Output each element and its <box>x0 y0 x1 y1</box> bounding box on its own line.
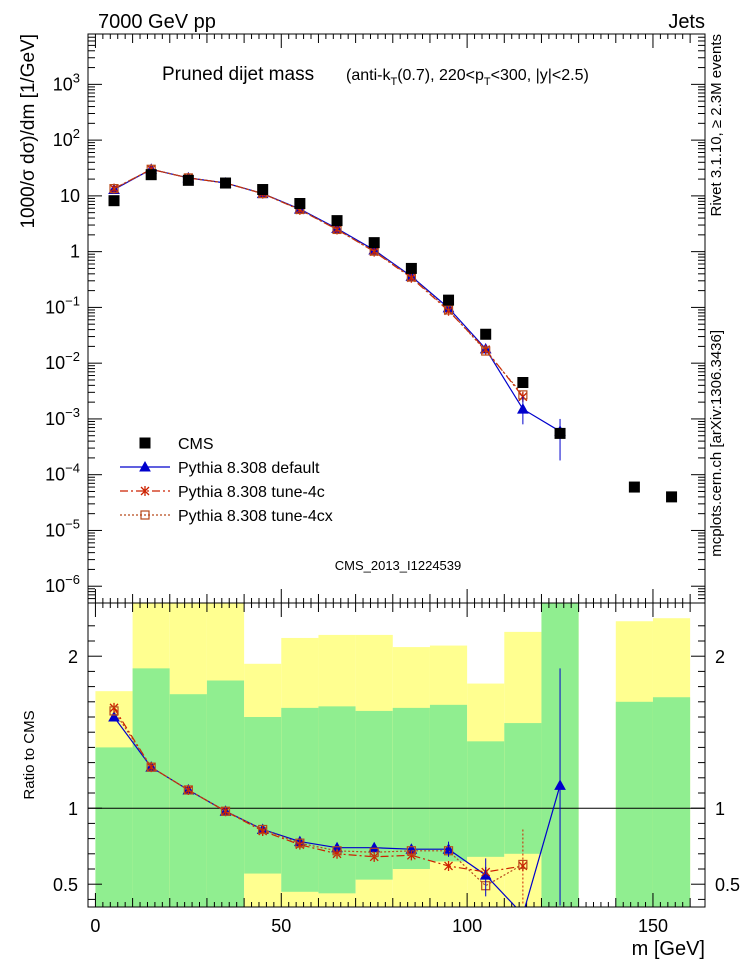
ratio-frame-border-outer <box>87 602 706 908</box>
ratio-band-inner <box>615 701 653 907</box>
cms-point <box>220 177 232 189</box>
ratio-y-tick-label-right: 1 <box>715 799 725 819</box>
y-tick-label: 10−6 <box>45 572 80 596</box>
legend-marker <box>140 486 150 496</box>
x-tick-label: 100 <box>452 916 482 936</box>
cms-point <box>628 481 640 493</box>
cms-point <box>666 491 678 503</box>
ratio-point-2 <box>406 846 416 856</box>
cms-point <box>405 262 417 274</box>
rivet-label: Rivet 3.1.10, ≥ 2.3M events <box>708 34 725 217</box>
legend-label: Pythia 8.308 tune-4cx <box>178 508 333 525</box>
series-line-1 <box>113 168 524 398</box>
cms-point <box>517 377 529 389</box>
x-tick-label: 0 <box>90 916 100 936</box>
cms-point <box>108 195 120 207</box>
ratio-band-inner <box>392 707 430 869</box>
ratio-point-2 <box>109 706 119 716</box>
cms-point <box>145 169 157 181</box>
ratio-band-inner <box>429 704 468 862</box>
ratio-band-inner <box>504 723 542 854</box>
ratio-point-2 <box>220 806 231 816</box>
ratio-band-inner <box>132 668 170 907</box>
y-tick-label: 10−3 <box>45 405 80 429</box>
legend-label: CMS <box>178 436 214 453</box>
ratio-band-inner <box>95 747 133 907</box>
cms-point <box>368 237 380 249</box>
ratio-point-2 <box>369 847 379 857</box>
ratio-point-2 <box>258 824 268 835</box>
y-tick-label: 10−2 <box>45 349 80 373</box>
legend-marker <box>139 460 151 472</box>
ratio-line-2 <box>113 710 524 887</box>
x-tick-label: 50 <box>271 916 291 936</box>
ratio-point-1 <box>146 762 156 773</box>
ratio-point-0 <box>368 841 381 853</box>
ratio-y-tick-label: 1 <box>68 799 78 819</box>
legend-label: Pythia 8.308 default <box>178 460 320 477</box>
cms-point <box>257 184 269 196</box>
cms-point <box>443 294 455 306</box>
ratio-y-tick-label: 0.5 <box>53 875 78 895</box>
ratio-point-1 <box>444 860 453 871</box>
ratio-point-2 <box>518 859 528 870</box>
y-tick-label: 10−1 <box>45 293 80 317</box>
legend-marker <box>140 510 150 520</box>
x-axis-title: m [GeV] <box>632 938 705 960</box>
plot-title-main: Pruned dijet mass <box>162 64 314 85</box>
series-line-2 <box>113 168 524 396</box>
ratio-band-inner <box>244 717 282 874</box>
mcplots-label: mcplots.cern.ch [arXiv:1306.3436] <box>708 330 725 557</box>
y-tick-label: 10 <box>60 186 80 206</box>
ratio-y-tick-label-right: 0.5 <box>715 875 740 895</box>
series-point-2 <box>481 346 491 356</box>
analysis-id: CMS_2013_I1224539 <box>335 558 462 573</box>
series-point-2 <box>109 184 119 194</box>
ratio-point-2 <box>183 785 193 795</box>
y-tick-label: 10−4 <box>45 461 80 485</box>
y-tick-label: 1 <box>70 242 80 262</box>
legend: CMS Pythia 8.308 default Pythia 8.308 tune… <box>120 436 333 525</box>
cms-point <box>182 174 194 186</box>
ratio-line-1 <box>113 707 523 873</box>
header-left: 7000 GeV pp <box>98 11 216 33</box>
ratio-point-2 <box>295 838 305 848</box>
ratio-point-0 <box>108 710 120 722</box>
series-point-2 <box>443 305 454 315</box>
cms-point <box>331 215 343 227</box>
ratio-band-inner <box>652 697 691 907</box>
y-tick-label: 103 <box>53 70 80 94</box>
cms-point <box>480 328 492 340</box>
y-tick-label: 10−5 <box>45 516 80 540</box>
ratio-band-inner <box>281 707 319 892</box>
main-plot: 10−6 10−5 10−4 10−3 10−2 10−1 1 10 102 103 <box>45 33 706 604</box>
plot-title-detail: (anti-kT(0.7), 220<pT<300, |y|<2.5) <box>346 67 589 88</box>
legend-marker <box>139 437 151 449</box>
ratio-point-2 <box>146 762 156 772</box>
header-right: Jets <box>668 11 705 33</box>
y-tick-label: 102 <box>53 126 80 150</box>
ratio-band-inner <box>169 694 207 907</box>
ratio-y-tick-label: 2 <box>68 647 78 667</box>
ratio-band-inner <box>318 706 356 894</box>
ratio-point-2 <box>332 846 342 856</box>
y-axis-title: 1000/σ dσ)/dm [1/GeV] <box>18 34 39 229</box>
x-tick-label: 150 <box>638 916 668 936</box>
legend-label: Pythia 8.308 tune-4c <box>178 484 325 501</box>
ratio-y-axis-title: Ratio to CMS <box>21 710 38 799</box>
plot-title: Pruned dijet mass <box>162 64 314 85</box>
cms-point <box>294 198 306 210</box>
ratio-y-tick-label-right: 2 <box>715 647 725 667</box>
ratio-band-inner <box>467 741 505 857</box>
ratio-point-1 <box>183 784 193 795</box>
ratio-band-inner <box>206 680 245 907</box>
cms-point <box>554 427 566 439</box>
